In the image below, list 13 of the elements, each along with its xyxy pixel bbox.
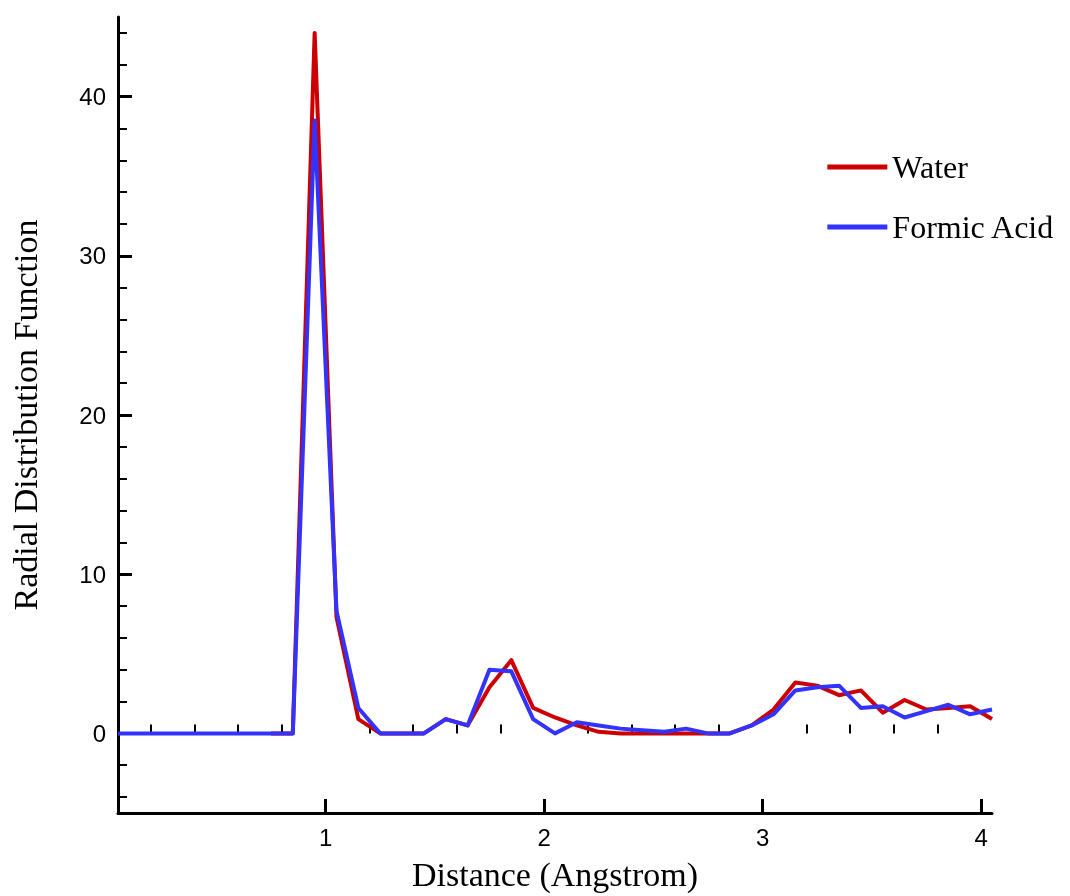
y-tick-label: 20 xyxy=(79,401,106,429)
y-tick-label: 30 xyxy=(79,242,106,270)
legend-label: Formic Acid xyxy=(892,209,1054,245)
x-tick-label: 3 xyxy=(755,823,770,851)
x-tick-label: 4 xyxy=(974,823,988,851)
x-axis-title: Distance (Angstrom) xyxy=(411,855,699,894)
x-tick-label: 1 xyxy=(318,823,333,851)
y-tick-label: 10 xyxy=(79,560,106,588)
y-axis-title: Radial Distribution Function xyxy=(6,219,44,611)
x-tick-label: 2 xyxy=(537,823,551,851)
legend-label: Water xyxy=(892,149,969,185)
y-tick-label: 40 xyxy=(79,83,106,111)
y-tick-label: 0 xyxy=(92,719,106,747)
